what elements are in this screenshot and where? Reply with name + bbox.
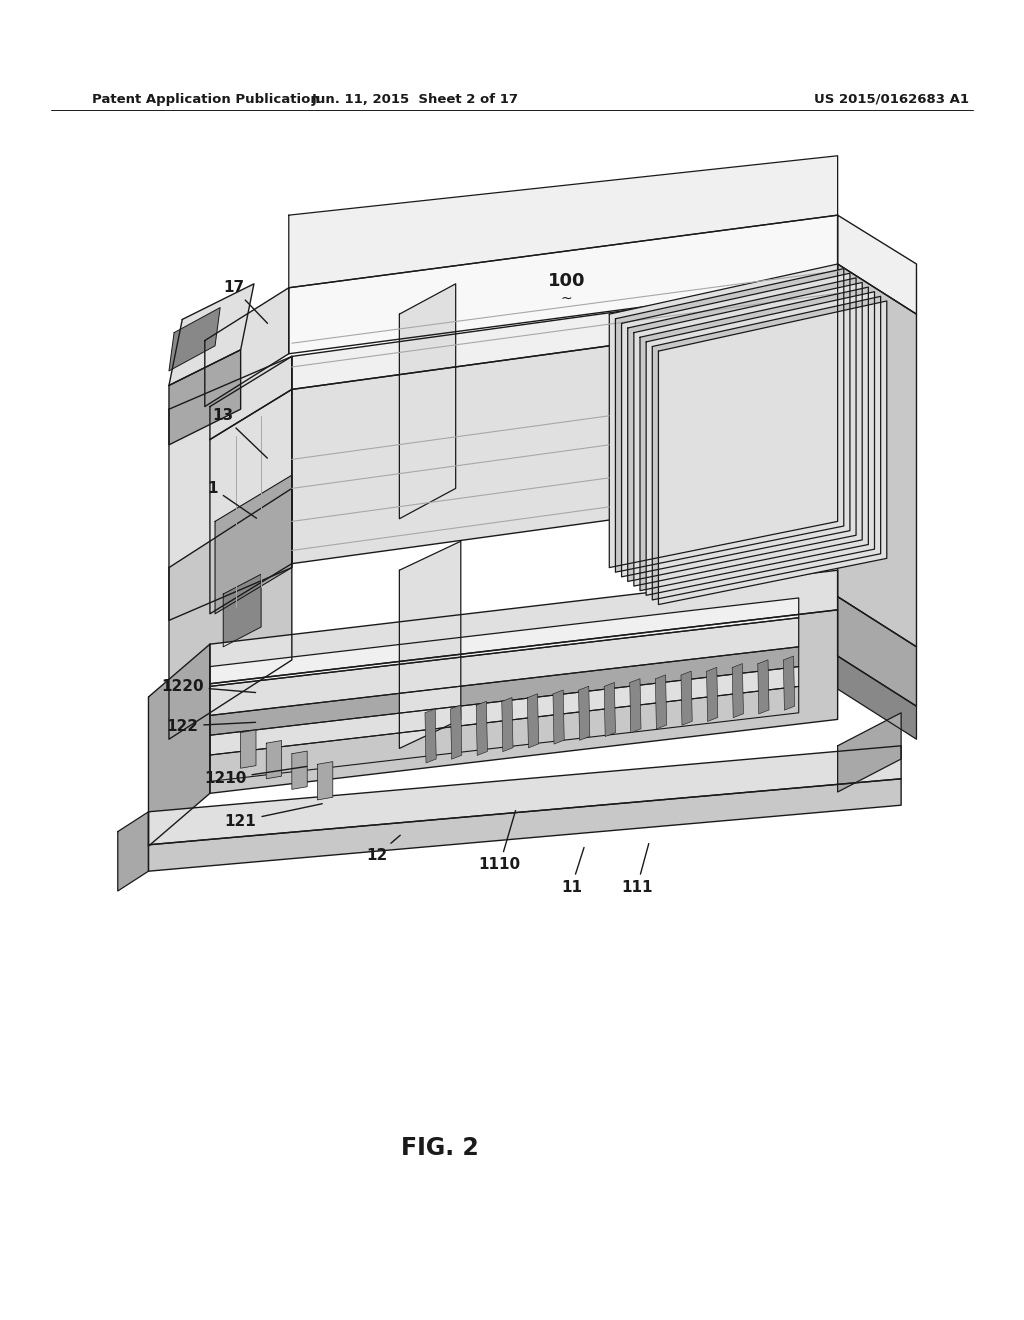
Polygon shape: [615, 268, 844, 573]
Polygon shape: [502, 697, 513, 751]
Text: 121: 121: [224, 804, 323, 829]
Polygon shape: [210, 570, 838, 684]
Polygon shape: [169, 350, 241, 445]
Polygon shape: [210, 618, 799, 715]
Polygon shape: [652, 297, 881, 599]
Text: 1210: 1210: [204, 767, 307, 787]
Polygon shape: [169, 356, 292, 620]
Polygon shape: [118, 812, 148, 891]
Polygon shape: [210, 667, 799, 755]
Polygon shape: [838, 656, 916, 739]
Polygon shape: [292, 751, 307, 789]
Polygon shape: [399, 284, 456, 519]
Polygon shape: [634, 282, 862, 586]
Polygon shape: [215, 475, 292, 614]
Text: 122: 122: [166, 718, 256, 734]
Polygon shape: [169, 284, 254, 385]
Polygon shape: [579, 686, 590, 741]
Text: FIG. 2: FIG. 2: [401, 1137, 479, 1160]
Polygon shape: [210, 686, 799, 781]
Text: 1: 1: [208, 480, 257, 519]
Polygon shape: [317, 762, 333, 800]
Polygon shape: [451, 705, 462, 759]
Polygon shape: [630, 678, 641, 733]
Polygon shape: [628, 279, 856, 581]
Polygon shape: [553, 690, 564, 744]
Polygon shape: [838, 713, 901, 792]
Polygon shape: [658, 301, 887, 605]
Polygon shape: [758, 660, 769, 714]
Polygon shape: [838, 215, 916, 314]
Polygon shape: [707, 668, 718, 722]
Polygon shape: [838, 597, 916, 706]
Polygon shape: [527, 694, 539, 748]
Polygon shape: [476, 701, 487, 755]
Polygon shape: [292, 314, 840, 564]
Polygon shape: [622, 273, 850, 577]
Polygon shape: [292, 281, 840, 389]
Text: 111: 111: [622, 843, 652, 895]
Polygon shape: [399, 541, 461, 748]
Polygon shape: [732, 664, 743, 718]
Polygon shape: [425, 709, 436, 763]
Polygon shape: [289, 156, 838, 288]
Polygon shape: [148, 644, 210, 846]
Text: 1110: 1110: [478, 810, 521, 873]
Polygon shape: [241, 730, 256, 768]
Polygon shape: [210, 389, 292, 614]
Polygon shape: [681, 671, 692, 725]
Text: US 2015/0162683 A1: US 2015/0162683 A1: [814, 92, 969, 106]
Polygon shape: [169, 488, 292, 739]
Text: Jun. 11, 2015  Sheet 2 of 17: Jun. 11, 2015 Sheet 2 of 17: [311, 92, 518, 106]
Polygon shape: [210, 610, 838, 793]
Polygon shape: [266, 741, 282, 779]
Polygon shape: [210, 598, 799, 686]
Polygon shape: [655, 675, 667, 729]
Text: Patent Application Publication: Patent Application Publication: [92, 92, 319, 106]
Polygon shape: [838, 264, 916, 647]
Text: 100: 100: [548, 272, 585, 290]
Polygon shape: [210, 647, 799, 735]
Polygon shape: [210, 356, 292, 440]
Polygon shape: [169, 308, 220, 371]
Text: 11: 11: [561, 847, 584, 895]
Text: 13: 13: [213, 408, 267, 458]
Polygon shape: [289, 215, 838, 354]
Polygon shape: [609, 264, 838, 568]
Polygon shape: [148, 746, 901, 845]
Polygon shape: [640, 286, 868, 591]
Polygon shape: [223, 574, 261, 647]
Polygon shape: [783, 656, 795, 710]
Polygon shape: [148, 779, 901, 871]
Polygon shape: [604, 682, 615, 737]
Text: 12: 12: [367, 836, 400, 863]
Text: ~: ~: [560, 292, 572, 305]
Text: 1220: 1220: [161, 678, 256, 694]
Polygon shape: [646, 292, 874, 595]
Polygon shape: [205, 288, 289, 407]
Text: 17: 17: [223, 280, 267, 323]
